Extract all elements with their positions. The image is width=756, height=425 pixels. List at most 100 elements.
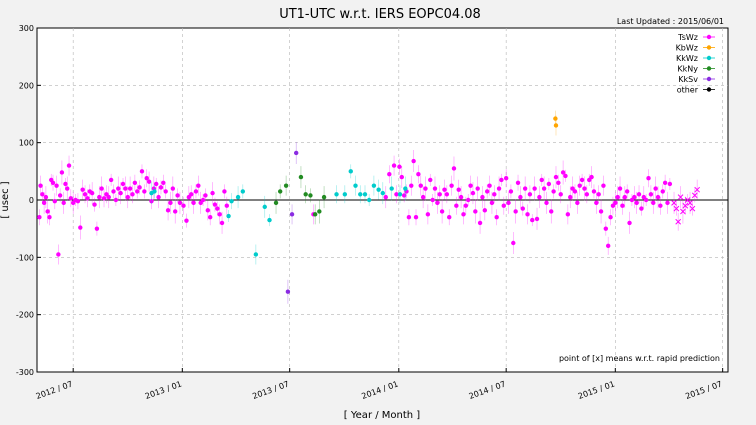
data-point-kkwz — [240, 184, 246, 199]
data-point-tswz — [435, 191, 440, 214]
data-point-kkny — [283, 175, 289, 196]
data-point-tswz — [648, 185, 654, 204]
data-point-kkwz — [362, 185, 368, 204]
data-point-tswz — [416, 165, 421, 184]
x-marker — [682, 202, 689, 209]
legend-item-kkwz: KkWz — [676, 54, 715, 63]
point-marker — [165, 208, 171, 213]
x-tick-labels: 2012 / 07 2013 / 01 2013 / 07 2014 / 01 2014… — [35, 379, 724, 401]
data-point-tswz — [203, 188, 208, 203]
point-marker — [132, 180, 138, 185]
legend-label: KbWz — [676, 44, 698, 53]
x-marker — [691, 192, 698, 199]
x-marker — [673, 205, 680, 212]
data-point-tswz — [54, 175, 59, 196]
data-point-tswz — [161, 174, 166, 191]
data-point-tswz — [539, 173, 544, 186]
data-point-kksv — [285, 279, 291, 304]
point-marker — [334, 192, 339, 197]
legend-marker — [706, 45, 712, 50]
data-point-tswz — [461, 204, 466, 225]
point-marker — [394, 192, 399, 197]
point-marker — [127, 186, 133, 191]
data-point-tswz — [480, 186, 485, 209]
data-point-tswz — [80, 179, 85, 200]
y-tick-label: 0 — [29, 196, 34, 205]
point-marker — [196, 183, 201, 188]
data-point-tswz — [691, 188, 698, 203]
x-tick-label: 2015 / 07 — [684, 379, 723, 401]
point-marker — [473, 209, 478, 214]
data-point-tswz — [530, 214, 535, 227]
data-point-tswz — [527, 185, 533, 204]
data-point-tswz — [694, 179, 701, 200]
data-point-tswz — [132, 174, 138, 191]
data-point-tswz — [217, 204, 222, 225]
point-marker — [513, 209, 518, 214]
data-point-tswz — [473, 199, 478, 224]
point-marker — [177, 200, 183, 206]
point-marker — [353, 183, 358, 188]
point-marker — [193, 189, 199, 194]
legend-marker — [706, 66, 712, 71]
data-point-kkny — [273, 191, 279, 214]
data-point-tswz — [560, 160, 566, 185]
point-marker — [620, 203, 625, 208]
point-marker — [615, 194, 620, 200]
point-marker — [515, 180, 521, 185]
point-marker — [639, 206, 644, 211]
point-marker — [125, 194, 130, 200]
data-point-tswz — [568, 186, 573, 209]
point-marker — [212, 202, 218, 207]
point-marker — [267, 217, 272, 223]
y-tick-labels: -300 -200 -100 0 100 200 300 — [16, 24, 34, 377]
point-marker — [358, 192, 363, 197]
point-marker — [470, 190, 476, 196]
point-marker — [480, 194, 485, 200]
data-point-tswz — [624, 184, 630, 199]
data-point-kkwz — [353, 175, 358, 196]
point-marker — [605, 243, 611, 249]
x-marker — [675, 218, 682, 225]
data-point-tswz — [75, 193, 81, 210]
point-marker — [170, 186, 176, 191]
data-point-tswz — [503, 169, 509, 188]
data-point-tswz — [205, 200, 211, 221]
data-point-tswz — [643, 194, 649, 206]
data-point-tswz — [425, 204, 431, 225]
point-marker — [298, 174, 304, 180]
data-point-tswz — [92, 197, 97, 212]
data-point-tswz — [515, 174, 521, 191]
data-point-tswz — [520, 201, 525, 216]
point-marker — [200, 197, 206, 203]
point-marker — [135, 189, 140, 194]
data-point-tswz — [508, 184, 514, 199]
legend-item-other: other — [677, 86, 715, 95]
point-marker — [289, 212, 295, 217]
point-marker — [522, 186, 528, 191]
data-point-tswz — [565, 204, 571, 225]
point-marker — [203, 193, 208, 198]
data-point-tswz — [582, 176, 587, 201]
x-marker — [689, 205, 696, 212]
data-point-tswz — [165, 200, 171, 221]
point-marker — [45, 209, 50, 214]
point-marker — [577, 183, 582, 188]
data-point-kkny — [321, 186, 327, 209]
point-marker — [285, 289, 291, 294]
point-marker — [553, 123, 559, 128]
point-marker — [458, 194, 464, 200]
data-point-tswz — [123, 176, 128, 201]
data-point-tswz — [456, 179, 461, 200]
point-marker — [191, 200, 196, 206]
point-marker — [317, 209, 322, 214]
data-point-tswz — [125, 186, 130, 209]
data-point-tswz — [184, 213, 189, 228]
last-updated: Last Updated : 2015/06/01 — [617, 17, 724, 26]
data-point-tswz — [135, 184, 140, 199]
point-marker — [383, 194, 388, 200]
point-marker — [50, 180, 56, 185]
data-point-tswz — [605, 236, 611, 255]
data-point-tswz — [127, 176, 133, 201]
data-point-tswz — [189, 185, 194, 204]
